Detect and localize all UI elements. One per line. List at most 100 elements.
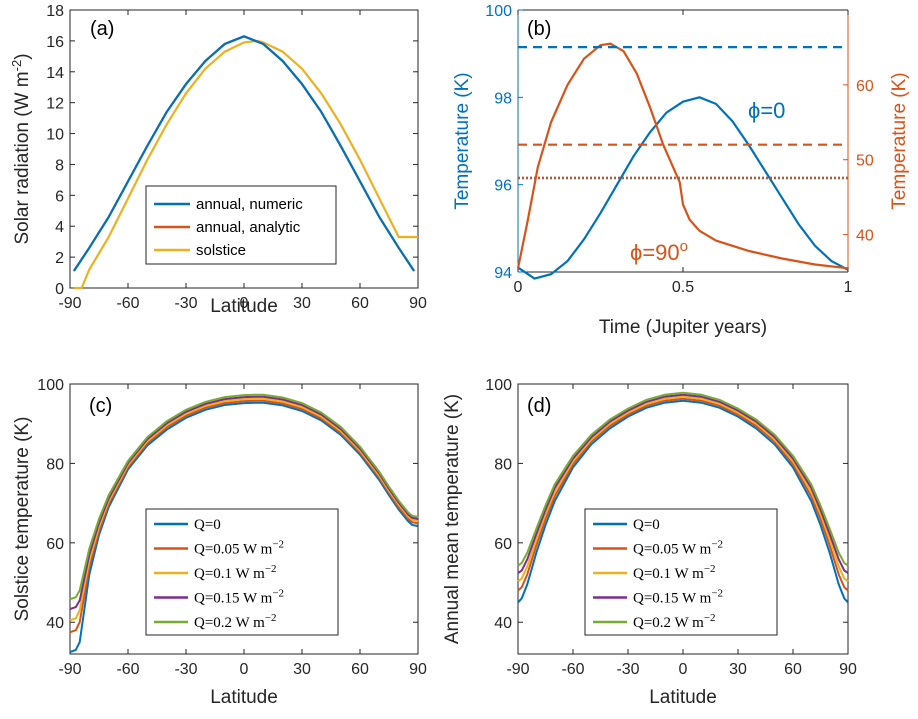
panel-b-annotation-sup: o (680, 238, 688, 255)
panel-c-legend-entry: Q=0.2 W m−2 (194, 612, 277, 631)
panel-d-yaxis-tick-label: 60 (494, 536, 512, 553)
panel-c-legend-sup: −2 (272, 539, 284, 551)
panel-d-legend-entry: Q=0.1 W m−2 (633, 563, 716, 582)
panel-a-yaxis-tick-label: 4 (55, 219, 64, 236)
panel-a-legend-entry: solstice (196, 242, 246, 259)
panel-b-yaxis-right-tick-label: 60 (856, 78, 874, 95)
panel-a-yaxis-tick-label: 14 (46, 65, 64, 82)
panel-a-yaxis-tick-label: 2 (55, 250, 64, 267)
panel-d-xlabel: Latitude (649, 687, 717, 708)
panel-c-series-yellow (69, 397, 419, 622)
panel-c-xlabel: Latitude (210, 687, 278, 708)
panel-c-yaxis-tick-label: 100 (37, 377, 64, 394)
panel-d-series-blue (517, 399, 849, 604)
panel-d-legend-sup: −2 (704, 612, 716, 624)
panel-d-legend-entry: Q=0.2 W m−2 (633, 612, 716, 631)
panel-d-yaxis-tick-label: 40 (494, 615, 512, 632)
panel-d-xaxis-tick-label: -90 (506, 661, 529, 678)
panel-d-series-green (517, 391, 849, 567)
panel-c-series-purple (69, 395, 419, 611)
panel-a-yaxis-tick-label: 8 (55, 157, 64, 174)
panel-c-legend-entry: Q=0.1 W m−2 (194, 563, 277, 582)
panel-d-legend-entry: Q=0.05 W m−2 (633, 539, 723, 558)
panel-b-annotation-phi0: ϕ=0 (748, 98, 785, 123)
panel-d-xaxis-tick-label: -30 (616, 661, 639, 678)
panel-c-xaxis-tick-label: -60 (116, 661, 139, 678)
panel-c-legend-entry: Q=0.05 W m−2 (194, 539, 284, 558)
panel-b-yaxis-left-tick-label: 96 (494, 178, 512, 195)
panel-c-legend-sup: −2 (265, 563, 277, 575)
panel-d-legend-sup: −2 (711, 588, 723, 600)
panel-c-series-blue (69, 401, 419, 653)
panel-d-xaxis-tick-label: 30 (729, 661, 747, 678)
panel-c-xaxis-tick-label: 90 (409, 661, 427, 678)
panel-b-yaxis-right-tick-label: 40 (856, 228, 874, 245)
panel-d-series-yellow (517, 395, 849, 583)
panel-c-yaxis-tick-label: 60 (46, 536, 64, 553)
panel-a-xaxis-tick-label: 0 (240, 295, 249, 312)
panel-c-legend-sup: −2 (272, 588, 284, 600)
panel-a-yaxis-tick-label: 0 (55, 281, 64, 298)
panel-b-ylabel-left: Temperature (K) (452, 72, 473, 209)
panel-a-ylabel: Solar radiation (W m-2) (9, 53, 33, 244)
panel-c-xaxis-tick-label: 0 (240, 661, 249, 678)
panel-a-xaxis-tick-label: -90 (58, 295, 81, 312)
panel-c-label: (c) (89, 395, 112, 417)
panel-b-annotation-phi90: ϕ=90o (630, 238, 688, 265)
panel-b-yaxis-right-tick-label: 50 (856, 153, 874, 170)
panel-c-series-orange (69, 399, 419, 634)
panel-d-xaxis-tick-label: 60 (784, 661, 802, 678)
panel-c-xaxis-tick-label: 60 (351, 661, 369, 678)
panel-d-xaxis-tick-label: 90 (839, 661, 857, 678)
panel-a-xaxis-tick-label: 90 (409, 295, 427, 312)
panel-d-xaxis-tick-label: -60 (561, 661, 584, 678)
panel-c-series-green (69, 393, 419, 601)
panel-a-ylabel-sup: -2 (9, 60, 24, 72)
panel-d-yaxis-tick-label: 100 (485, 377, 512, 394)
panel-a-xlabel: Latitude (210, 296, 278, 317)
panel-c-legend-sup: −2 (265, 612, 277, 624)
panel-a-xaxis-tick-label: -30 (174, 295, 197, 312)
panel-c-legend-entry: Q=0.15 W m−2 (194, 588, 284, 607)
panel-a-xaxis-tick-label: -60 (116, 295, 139, 312)
panel-b-label: (b) (527, 18, 551, 40)
panel-a-yaxis-tick-label: 12 (46, 96, 64, 113)
panel-a-legend-entry: annual, analytic (196, 219, 301, 236)
panel-b-xaxis-tick-label: 0 (514, 279, 523, 296)
panel-d-legend-sup: −2 (711, 539, 723, 551)
panel-a-series-blue (72, 35, 416, 272)
panel-b-xlabel: Time (Jupiter years) (599, 317, 767, 338)
panel-c-legend-entry: Q=0 (194, 517, 221, 533)
panel-c-xaxis-tick-label: 30 (293, 661, 311, 678)
panel-b-yaxis-left-tick-label: 94 (494, 265, 512, 282)
panel-b-yaxis-left-tick-label: 98 (494, 90, 512, 107)
panel-d-legend-sup: −2 (704, 563, 716, 575)
panel-a-ylabel-end: ) (12, 53, 33, 59)
panel-a-yaxis-tick-label: 10 (46, 127, 64, 144)
panel-d-yaxis-tick-label: 80 (494, 456, 512, 473)
panel-b-series-blue (517, 96, 849, 280)
panel-d-series-orange (517, 397, 849, 592)
panel-d-xaxis-tick-label: 0 (679, 661, 688, 678)
panel-c-ylabel: Solstice temperature (K) (12, 417, 33, 622)
panel-a-series-yellow (73, 39, 418, 290)
panel-c-xaxis-tick-label: -30 (174, 661, 197, 678)
panel-b-xaxis-tick-label: 1 (844, 279, 853, 296)
panel-a-yaxis-tick-label: 6 (55, 188, 64, 205)
panel-d-legend-entry: Q=0.15 W m−2 (633, 588, 723, 607)
panel-a-xaxis-tick-label: 60 (351, 295, 369, 312)
panel-b-yaxis-left-tick-label: 100 (485, 3, 512, 20)
panel-d-label: (d) (527, 395, 551, 417)
panel-d-series-purple (517, 393, 849, 574)
panel-b-ylabel-right: Temperature (K) (889, 72, 910, 209)
panel-a-legend-entry: annual, numeric (196, 196, 303, 213)
panel-d-ylabel: Annual mean temperature (K) (442, 394, 463, 644)
panel-b-xaxis-tick-label: 0.5 (672, 279, 694, 296)
panel-c-yaxis-tick-label: 40 (46, 615, 64, 632)
panel-d-legend-entry: Q=0 (633, 517, 660, 533)
panel-a-xaxis-tick-label: 30 (293, 295, 311, 312)
panel-b-series-orange (516, 42, 849, 270)
panel-a-yaxis-tick-label: 16 (46, 34, 64, 51)
panel-a-label: (a) (90, 18, 114, 40)
